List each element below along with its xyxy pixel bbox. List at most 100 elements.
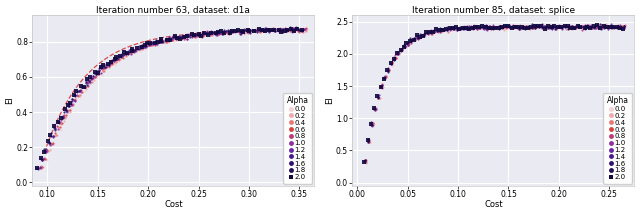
Point [367,123,377,127]
Point [620,26,630,29]
Point [198,31,209,34]
Point [495,25,506,28]
Point [606,26,616,30]
Point [445,26,456,30]
Point [426,32,436,36]
Point [216,31,226,34]
Point [244,31,255,34]
Point [168,36,178,40]
Point [405,40,415,43]
Point [580,25,591,28]
Point [274,28,284,32]
Point [381,76,391,79]
Point [508,25,518,29]
Point [71,89,81,93]
Point [255,30,265,33]
Point [607,25,617,28]
Point [518,24,529,28]
Point [379,77,389,80]
Point [554,24,564,27]
Point [89,78,99,82]
Point [260,28,271,31]
Point [561,25,572,28]
Point [97,66,108,69]
Point [41,149,51,153]
Point [164,36,175,39]
Point [443,30,453,34]
Point [594,26,604,29]
Point [397,48,407,51]
Point [580,25,591,28]
Point [361,159,371,163]
Point [117,54,127,57]
Point [182,34,192,38]
Point [44,140,54,143]
Point [60,109,70,113]
Point [367,123,377,126]
Point [400,45,410,48]
Point [384,68,394,72]
Point [92,74,102,78]
Point [239,28,249,31]
Point [223,30,233,33]
Point [608,26,618,29]
Point [72,93,83,97]
Point [117,55,127,59]
Point [608,27,618,31]
Point [150,38,161,41]
Point [616,25,627,28]
Point [517,26,527,29]
Point [397,48,407,51]
Point [470,26,480,30]
Point [462,26,472,29]
Point [476,26,486,29]
Point [211,31,221,34]
Point [452,27,462,31]
Point [235,32,245,36]
X-axis label: Cost: Cost [164,200,182,209]
Point [412,35,422,38]
Point [493,26,504,29]
Point [101,65,111,68]
Point [505,25,515,29]
Point [364,140,374,143]
Point [209,31,220,35]
Point [377,86,387,90]
Point [376,84,386,88]
Point [577,24,588,28]
Point [124,49,134,52]
Point [282,28,292,31]
Point [286,28,296,31]
Point [269,28,280,32]
Point [410,38,420,41]
Point [280,27,290,31]
Point [54,125,65,129]
Point [154,40,164,44]
Point [49,126,60,129]
Point [115,54,125,58]
Point [540,25,550,28]
Point [500,25,511,28]
Point [612,26,622,29]
Point [282,28,292,32]
Point [150,40,161,43]
Point [383,69,394,72]
Point [298,28,308,32]
Point [270,29,280,32]
Point [127,48,137,51]
Point [234,28,244,32]
Point [53,120,63,123]
Point [264,28,274,31]
Point [257,28,267,32]
Point [438,28,449,32]
Point [619,25,629,28]
Point [396,48,406,52]
Point [605,25,616,29]
Point [132,48,142,52]
Point [74,89,84,92]
Point [488,24,499,27]
Point [551,24,561,28]
Point [218,30,228,34]
Point [465,26,476,29]
Point [83,84,93,88]
